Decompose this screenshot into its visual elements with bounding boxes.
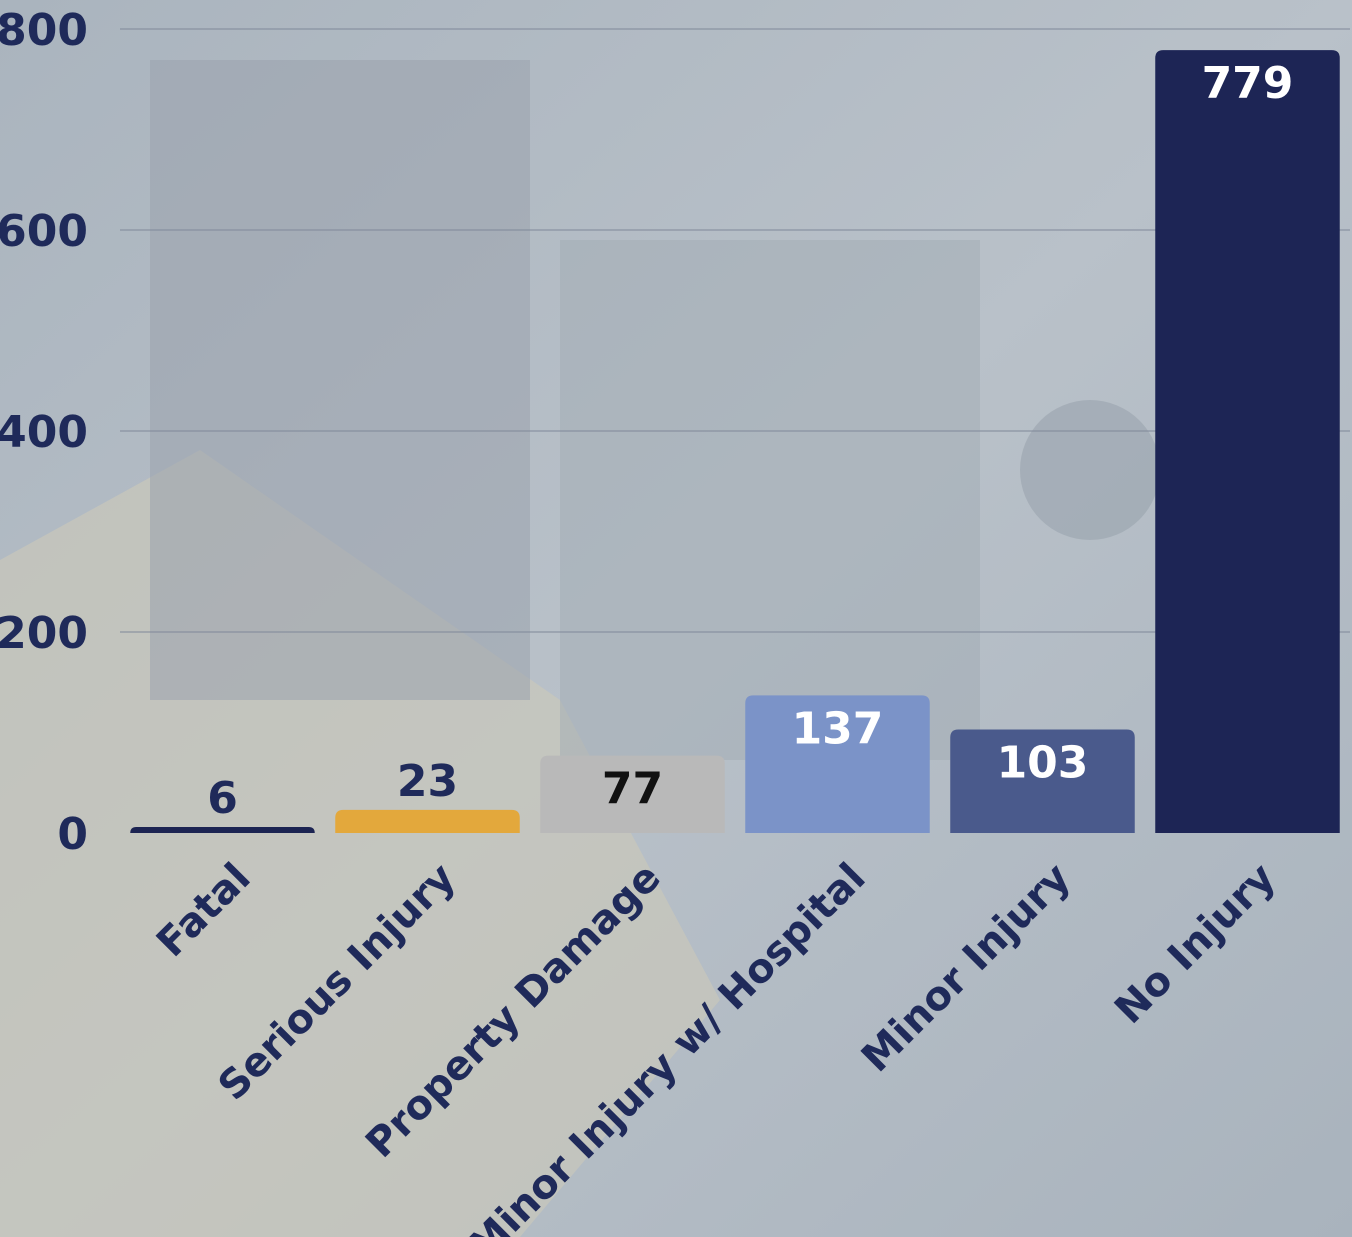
bar	[130, 827, 315, 833]
background-shape	[560, 240, 980, 760]
y-tick-label: 200	[0, 608, 88, 659]
value-label: 23	[397, 756, 458, 807]
y-tick-label: 600	[0, 206, 88, 257]
background-shape	[1020, 400, 1160, 540]
value-label: 137	[792, 703, 884, 754]
background-shape	[150, 60, 530, 700]
value-label: 77	[602, 764, 663, 815]
bar	[335, 810, 520, 833]
value-label: 6	[207, 773, 238, 824]
page: 0200400600800Fatal6Serious Injury23Prope…	[0, 0, 1352, 1237]
chart: 0200400600800Fatal6Serious Injury23Prope…	[0, 0, 1352, 1237]
y-tick-label: 0	[57, 809, 88, 860]
y-tick-label: 400	[0, 407, 88, 458]
value-label: 779	[1202, 58, 1294, 109]
bar	[1155, 50, 1340, 833]
value-label: 103	[997, 737, 1089, 788]
y-tick-label: 800	[0, 5, 88, 56]
